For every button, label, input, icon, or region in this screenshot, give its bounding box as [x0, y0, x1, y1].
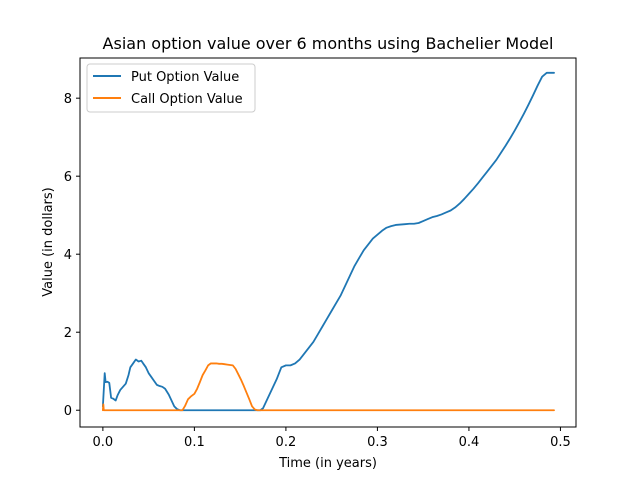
chart-title: Asian option value over 6 months using B…	[103, 34, 554, 53]
x-tick-label: 0.2	[276, 435, 297, 450]
x-axis-label: Time (in years)	[278, 456, 377, 471]
legend-label-call: Call Option Value	[131, 92, 243, 107]
legend-box	[86, 63, 256, 113]
x-tick-label: 0.3	[367, 435, 388, 450]
y-tick-label: 8	[64, 92, 72, 107]
y-tick-label: 2	[64, 326, 72, 341]
y-axis-label: Value (in dollars)	[41, 187, 56, 296]
legend: Put Option Value Call Option Value	[86, 63, 256, 113]
put-option-line	[101, 71, 555, 412]
x-tick-label: 0.0	[93, 435, 114, 450]
y-axis: 0 2 4 6 8	[64, 92, 80, 419]
y-tick-label: 0	[64, 404, 72, 419]
call-option-line	[101, 362, 555, 412]
x-tick-label: 0.5	[550, 435, 571, 450]
x-tick-label: 0.4	[459, 435, 480, 450]
legend-label-put: Put Option Value	[131, 70, 239, 85]
plot-area	[79, 57, 577, 428]
x-tick-label: 0.1	[184, 435, 205, 450]
y-tick-label: 4	[64, 248, 72, 263]
x-axis: 0.0 0.1 0.2 0.3 0.4 0.5	[93, 427, 571, 450]
series-layer	[101, 71, 555, 412]
y-tick-label: 6	[64, 170, 72, 185]
